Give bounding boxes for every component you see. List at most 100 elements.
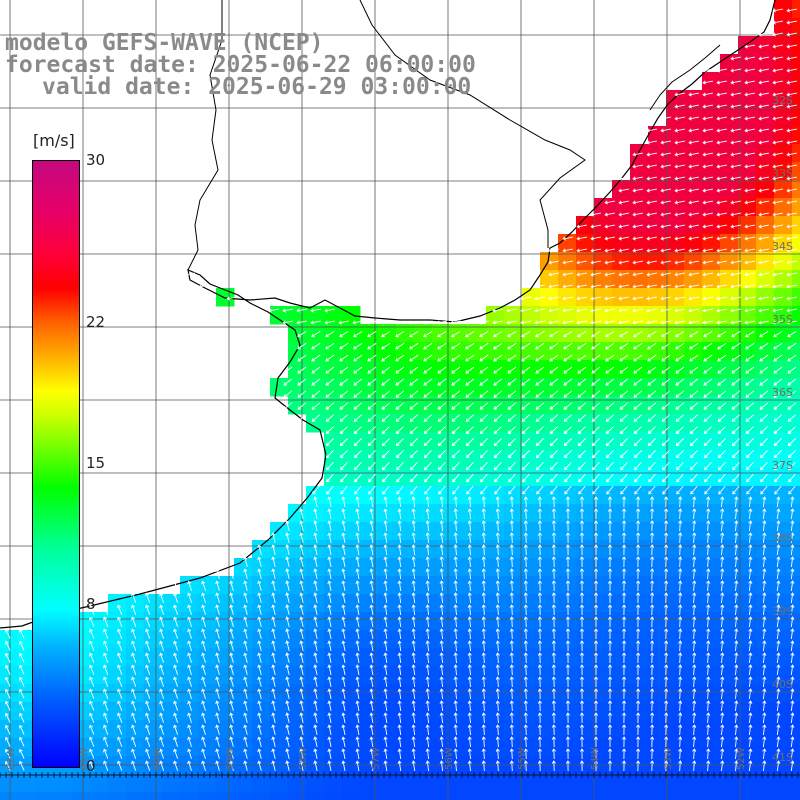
wind-arrow (453, 532, 458, 544)
wind-arrow (201, 712, 206, 723)
wind-arrow (788, 473, 796, 483)
wind-arrow (229, 760, 234, 771)
wind-arrow (790, 592, 795, 603)
wind-cell (648, 432, 667, 451)
wind-arrow (89, 736, 95, 747)
wind-arrow (688, 164, 699, 169)
wind-arrow (341, 592, 346, 603)
wind-arrow (716, 80, 727, 85)
wind-arrow (636, 712, 641, 724)
wind-arrow (411, 760, 416, 772)
wind-cell (774, 342, 793, 361)
wind-cell (144, 792, 163, 800)
wind-arrow (759, 438, 768, 447)
wind-cell (738, 90, 757, 109)
wind-arrow (604, 200, 615, 205)
wind-arrow (425, 556, 430, 568)
wind-cell (522, 396, 541, 415)
wind-arrow (622, 568, 627, 580)
wind-arrow (776, 688, 781, 700)
wind-cell (684, 360, 703, 379)
wind-arrow (620, 485, 628, 495)
wind-arrow (159, 736, 165, 747)
wind-cell (594, 702, 613, 721)
wind-arrow (325, 366, 335, 374)
wind-cell (738, 306, 757, 325)
wind-cell (378, 522, 397, 541)
border-line (359, 0, 586, 248)
wind-cell (360, 432, 379, 451)
wind-arrow (689, 414, 698, 422)
wind-cell (144, 594, 163, 613)
wind-arrow (703, 438, 712, 447)
wind-arrow (395, 342, 405, 350)
wind-cell (522, 450, 541, 469)
wind-arrow (509, 640, 514, 652)
wind-cell (666, 702, 685, 721)
lon-label: 61W (79, 747, 90, 770)
wind-arrow (759, 402, 769, 410)
wind-arrow (551, 688, 556, 700)
wind-cell (522, 504, 541, 523)
wind-arrow (647, 402, 657, 410)
wind-arrow (145, 712, 151, 723)
wind-cell (432, 450, 451, 469)
wind-arrow (383, 760, 388, 771)
wind-cell (162, 648, 181, 667)
wind-arrow (577, 438, 586, 447)
wind-arrow (717, 366, 727, 374)
wind-cell (288, 792, 307, 800)
wind-cell (756, 540, 775, 559)
wind-arrow (507, 390, 517, 398)
wind-cell (432, 594, 451, 613)
wind-arrow (576, 248, 587, 253)
wind-arrow (702, 176, 713, 181)
wind-cell (522, 594, 541, 613)
wind-cell (126, 738, 145, 757)
wind-cell (576, 648, 595, 667)
wind-arrow (618, 200, 629, 205)
wind-cell (630, 666, 649, 685)
wind-arrow (327, 580, 332, 591)
wind-arrow (720, 736, 725, 748)
wind-arrow (285, 748, 290, 760)
wind-cell (702, 594, 721, 613)
wind-arrow (523, 568, 528, 580)
wind-arrow (622, 712, 627, 724)
wind-arrow (354, 461, 362, 471)
wind-arrow (201, 724, 206, 735)
wind-arrow (311, 402, 321, 410)
wind-arrow (467, 568, 472, 580)
wind-arrow (285, 592, 290, 604)
wind-arrow (425, 628, 430, 640)
wind-arrow (660, 128, 671, 133)
wind-arrow (145, 640, 151, 651)
wind-arrow (411, 664, 416, 676)
wind-cell (558, 720, 577, 739)
wind-arrow (579, 712, 585, 724)
wind-arrow (299, 556, 304, 567)
wind-arrow (772, 296, 783, 301)
wind-cell (684, 378, 703, 397)
wind-arrow (229, 748, 234, 759)
wind-cell (198, 738, 217, 757)
wind-arrow (369, 532, 374, 543)
wind-arrow (439, 748, 444, 760)
wind-arrow (717, 390, 727, 398)
wind-arrow (632, 152, 643, 157)
wind-arrow (551, 724, 556, 736)
wind-arrow (605, 342, 615, 350)
wind-arrow (605, 354, 615, 362)
wind-arrow (355, 700, 360, 711)
wind-arrow (660, 200, 671, 205)
wind-arrow (145, 760, 151, 771)
wind-arrow (397, 508, 402, 519)
wind-arrow (4, 664, 11, 675)
wind-arrow (565, 628, 570, 640)
wind-arrow (678, 688, 683, 700)
wind-arrow (731, 450, 740, 459)
wind-cell (756, 288, 775, 307)
wind-arrow (453, 700, 458, 712)
wind-arrow (762, 748, 767, 760)
wind-arrow (495, 556, 500, 568)
